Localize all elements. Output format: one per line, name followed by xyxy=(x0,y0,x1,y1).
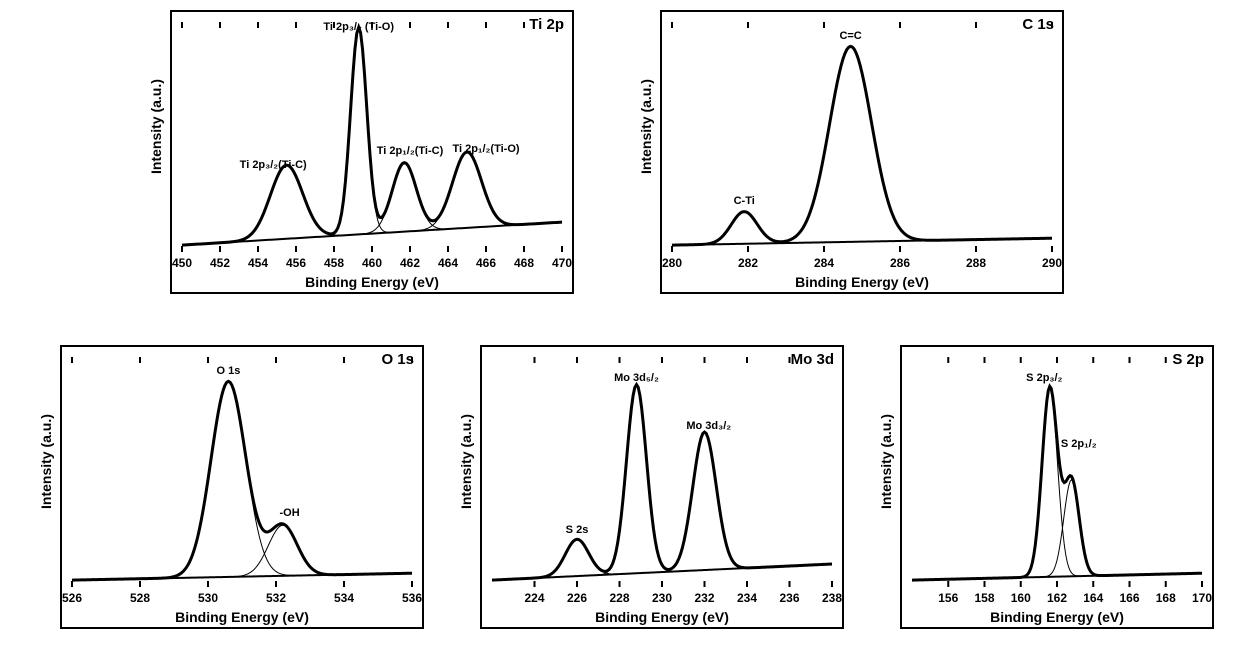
panel-o1s: 526528530532534536O 1s-OHO 1sBinding Ene… xyxy=(60,345,424,629)
plot-svg-c1s xyxy=(662,12,1062,292)
y-axis-label: Intensity (a.u.) xyxy=(38,347,54,577)
panel-c1s: 280282284286288290C-TiC=CC 1sBinding Ene… xyxy=(660,10,1064,294)
panel-mo3d: 224226228230232234236238S 2sMo 3d₅/₂Mo 3… xyxy=(480,345,844,629)
panel-ti2p: 450452454456458460462464466468470Ti 2p₃/… xyxy=(170,10,574,294)
y-axis-label: Intensity (a.u.) xyxy=(458,347,474,577)
xps-figure: 450452454456458460462464466468470Ti 2p₃/… xyxy=(0,0,1240,666)
plot-svg-mo3d xyxy=(482,347,842,627)
panel-s2p: 156158160162164166168170S 2p₃/₂S 2p₁/₂S … xyxy=(900,345,1214,629)
plot-svg-ti2p xyxy=(172,12,572,292)
plot-svg-s2p xyxy=(902,347,1212,627)
y-axis-label: Intensity (a.u.) xyxy=(148,12,164,242)
plot-svg-o1s xyxy=(62,347,422,627)
y-axis-label: Intensity (a.u.) xyxy=(878,347,894,577)
y-axis-label: Intensity (a.u.) xyxy=(638,12,654,242)
